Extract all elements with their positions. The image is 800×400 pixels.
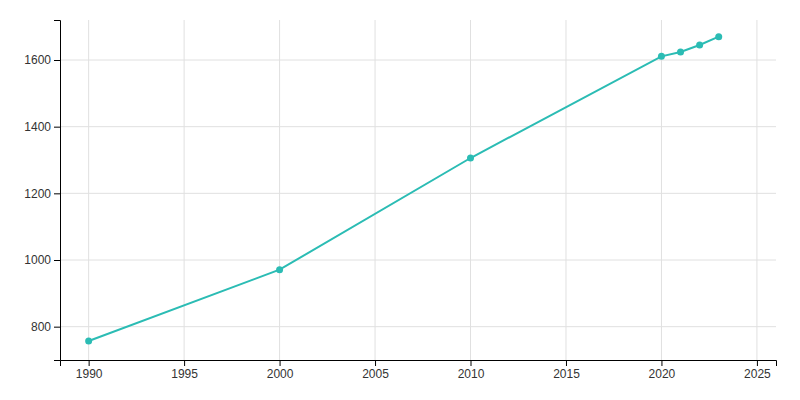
tick-label: 1400	[24, 120, 51, 134]
tick: 2010	[458, 360, 485, 381]
grid-line	[470, 20, 471, 360]
grid-line	[565, 20, 566, 360]
axis-line	[54, 21, 61, 361]
tick-mark	[54, 260, 60, 261]
tick-label: 1995	[171, 367, 198, 381]
point	[715, 33, 722, 40]
tick-mark	[757, 360, 758, 366]
tick-label: 1000	[24, 253, 51, 267]
tick: 2000	[267, 360, 294, 381]
point	[467, 155, 474, 162]
grid-line	[756, 20, 757, 360]
tick-mark	[54, 193, 60, 194]
tick: 1990	[76, 360, 103, 381]
line	[89, 37, 719, 341]
plot: 1990 1995 2000 2005 2010 2015 2020 2025 800 1000 1…	[24, 20, 776, 381]
tick-mark	[375, 360, 376, 366]
point	[696, 42, 703, 49]
tick: 2015	[553, 360, 580, 381]
tick: 2025	[744, 360, 771, 381]
tick-label: 1200	[24, 187, 51, 201]
y-axis: 800 1000 1200 1400 1600	[24, 21, 60, 361]
grid-line	[60, 326, 776, 327]
tick-label: 800	[31, 320, 51, 334]
tick-label: 2025	[744, 367, 771, 381]
grid	[60, 20, 776, 360]
tick-mark	[280, 360, 281, 366]
tick-label: 2020	[649, 367, 676, 381]
x-axis: 1990 1995 2000 2005 2010 2015 2020 2025	[61, 360, 777, 381]
point	[85, 338, 92, 345]
grid-line	[375, 20, 376, 360]
grid-line	[88, 20, 89, 360]
tick-mark	[54, 60, 60, 61]
grid-line	[661, 20, 662, 360]
grid-line	[60, 260, 776, 261]
chart: 1990 1995 2000 2005 2010 2015 2020 2025 800 1000 1…	[0, 0, 800, 400]
tick-mark	[471, 360, 472, 366]
tick: 2005	[362, 360, 389, 381]
tick-label: 2005	[362, 367, 389, 381]
point	[677, 49, 684, 56]
point	[658, 53, 665, 60]
grid-line	[60, 126, 776, 127]
tick-label: 1990	[76, 367, 103, 381]
grid-line	[60, 193, 776, 194]
tick: 1995	[171, 360, 198, 381]
grid-line	[279, 20, 280, 360]
tick: 1400	[24, 120, 60, 134]
tick-mark	[184, 360, 185, 366]
tick: 800	[31, 320, 60, 334]
tick-label: 2000	[267, 367, 294, 381]
marks	[85, 33, 722, 344]
tick: 1600	[24, 53, 60, 67]
tick-mark	[661, 360, 662, 366]
tick-label: 1600	[24, 53, 51, 67]
tick-mark	[566, 360, 567, 366]
tick-mark	[54, 327, 60, 328]
tick: 2020	[649, 360, 676, 381]
grid-line	[60, 60, 776, 61]
tick-label: 2010	[458, 367, 485, 381]
tick: 1200	[24, 187, 60, 201]
tick-mark	[54, 127, 60, 128]
tick: 1000	[24, 253, 60, 267]
tick-mark	[89, 360, 90, 366]
point	[276, 266, 283, 273]
tick-label: 2015	[553, 367, 580, 381]
grid-line	[184, 20, 185, 360]
axis-line	[61, 361, 777, 367]
